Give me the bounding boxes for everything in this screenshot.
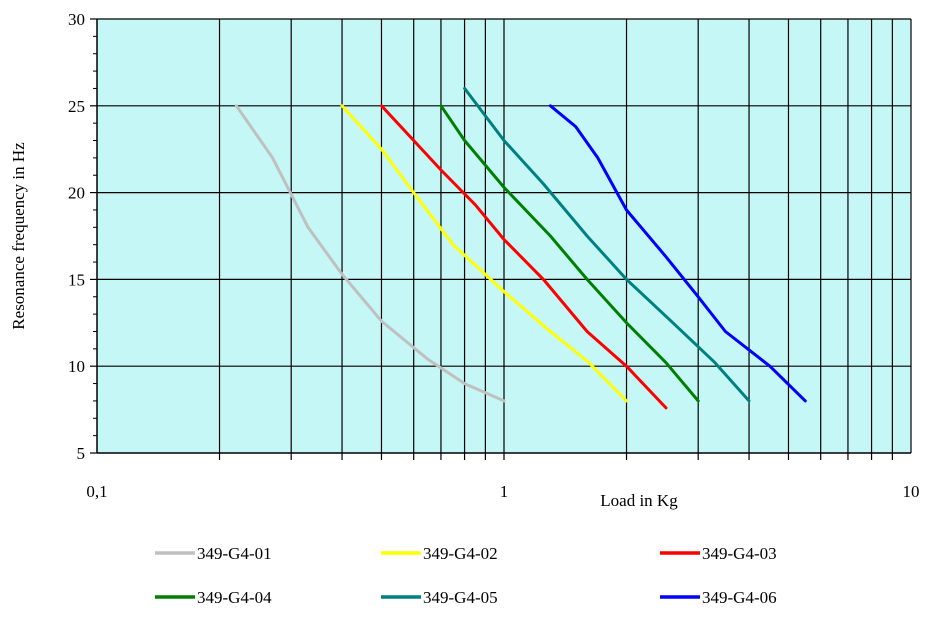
- y-tick-label: 20: [68, 184, 85, 203]
- legend-label: 349-G4-06: [702, 588, 777, 607]
- legend: 349-G4-01 349-G4-02 349-G4-03 349-G4-04 349-…: [155, 544, 777, 607]
- series-line: [380, 104, 668, 410]
- grid: [97, 18, 912, 453]
- ticks: 5 10 15 20 25 30 0,1 1 10: [68, 10, 920, 501]
- y-tick-label: 30: [68, 10, 85, 29]
- series-line: [439, 104, 700, 403]
- x-tick-label: 10: [903, 482, 920, 501]
- legend-label: 349-G4-02: [423, 544, 498, 563]
- series-line: [340, 104, 628, 403]
- series-line: [463, 86, 751, 403]
- legend-label: 349-G4-05: [423, 588, 498, 607]
- series: [234, 86, 807, 410]
- y-axis-title: Resonance frequency in Hz: [9, 142, 28, 330]
- y-tick-label: 25: [68, 97, 85, 116]
- x-tick-label: 0,1: [86, 482, 107, 501]
- x-axis-title: Load in Kg: [600, 491, 678, 510]
- series-line: [548, 104, 807, 403]
- y-tick-label: 15: [68, 270, 85, 289]
- y-tick-label: 5: [77, 444, 86, 463]
- x-tick-label: 1: [500, 482, 509, 501]
- legend-label: 349-G4-04: [197, 588, 272, 607]
- legend-label: 349-G4-03: [702, 544, 777, 563]
- legend-label: 349-G4-01: [197, 544, 272, 563]
- series-line: [234, 104, 506, 403]
- y-tick-label: 10: [68, 357, 85, 376]
